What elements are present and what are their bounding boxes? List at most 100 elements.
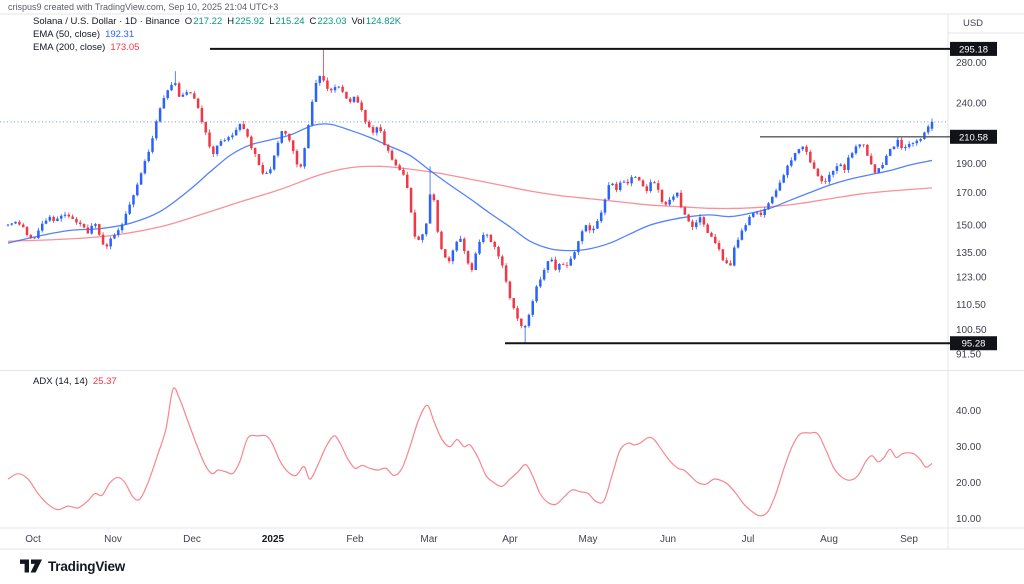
candle-body [345, 91, 348, 99]
candle-body [778, 182, 782, 191]
candle-body [816, 168, 820, 177]
candle-body [181, 94, 185, 97]
candle-body [474, 253, 477, 271]
candle-body [850, 153, 854, 158]
candle-body [843, 164, 846, 171]
candle-body [196, 98, 200, 109]
candle-body [721, 249, 725, 261]
candle-body [588, 225, 592, 231]
candle-body [869, 155, 873, 165]
candle-body [531, 301, 534, 315]
candle-body [6, 224, 10, 226]
candle-body [269, 169, 272, 174]
candle-body [755, 212, 759, 214]
candle-body [59, 215, 63, 219]
candle-body [489, 234, 493, 242]
candle-body [790, 160, 793, 166]
candle-body [466, 251, 470, 264]
candle-body [447, 257, 451, 262]
price-level-badge-label: 210.58 [959, 132, 988, 143]
month-label: Jun [660, 534, 676, 545]
candle-body [809, 151, 812, 163]
month-label: Aug [820, 534, 838, 545]
candle-body [664, 201, 668, 205]
candle-body [733, 247, 736, 266]
attribution-text: crispus9 created with TradingView.com, S… [8, 2, 279, 12]
candle-body [634, 177, 637, 178]
candle-body [200, 108, 204, 122]
candle-body [371, 127, 375, 133]
candle-body [767, 203, 770, 210]
candle-body [774, 190, 778, 197]
candle-body [824, 181, 827, 183]
candle-body [717, 242, 721, 250]
candle-body [569, 258, 573, 266]
candle-body [428, 194, 432, 224]
candle-body [706, 224, 709, 233]
candle-body [508, 281, 512, 299]
candle-body [812, 162, 816, 169]
price-level-badge [950, 41, 997, 56]
candle-body [193, 93, 196, 99]
candle-body [136, 184, 139, 196]
candle-body [375, 127, 379, 133]
candle-body [352, 96, 356, 102]
candle-body [759, 212, 763, 215]
candle-body [504, 265, 508, 282]
candle-body [626, 181, 630, 184]
adx-tick-label: 10.00 [956, 514, 981, 525]
symbol-title: Solana / U.S. Dollar · 1D · Binance [33, 16, 180, 27]
candle-body [25, 227, 29, 236]
candle-body [885, 155, 888, 165]
candle-body [542, 270, 546, 280]
candle-body [299, 164, 303, 167]
candle-body [105, 244, 109, 247]
candle-body [82, 224, 86, 228]
adx-value: 25.37 [92, 376, 117, 387]
ohlc-open: O217.22 [184, 16, 223, 27]
candle-body [78, 222, 82, 225]
candle-body [117, 230, 120, 235]
price-level-badge [950, 129, 997, 144]
candle-body [295, 150, 299, 165]
candle-body [398, 165, 401, 170]
price-tick-label: 100.50 [956, 325, 987, 336]
candle-body [421, 234, 424, 240]
candle-body [573, 252, 576, 259]
candle-body [162, 98, 166, 109]
month-label: 2025 [262, 534, 285, 545]
candle-body [698, 217, 702, 223]
candle-body [284, 131, 287, 134]
candle-body [854, 146, 858, 154]
candle-body [120, 224, 124, 231]
candle-body [592, 228, 595, 231]
candle-body [174, 83, 177, 85]
candle-body [866, 144, 869, 156]
candle-body [71, 216, 74, 219]
ohlc-volume: Vol124.82K [351, 16, 402, 27]
price-tick-label: 91.50 [956, 349, 981, 360]
candle-body [231, 135, 234, 138]
candle-body [599, 212, 603, 222]
candle-body [888, 149, 892, 156]
candle-body [189, 92, 192, 94]
candle-body [14, 221, 17, 224]
candle-body [482, 234, 485, 242]
candle-body [546, 261, 550, 271]
month-label: Apr [502, 534, 518, 545]
candle-body [318, 76, 322, 83]
candle-body [558, 264, 561, 270]
candle-body [128, 204, 131, 214]
candle-body [554, 259, 557, 270]
candle-body [660, 189, 664, 202]
candle-body [337, 86, 341, 88]
candle-body [329, 88, 333, 91]
candle-body [611, 183, 614, 186]
candle-body [786, 165, 789, 176]
candle-body [565, 264, 569, 266]
candle-body [90, 225, 93, 234]
candle-body [478, 241, 481, 254]
candle-body [132, 195, 135, 205]
candle-body [877, 168, 881, 173]
candle-body [52, 216, 55, 222]
